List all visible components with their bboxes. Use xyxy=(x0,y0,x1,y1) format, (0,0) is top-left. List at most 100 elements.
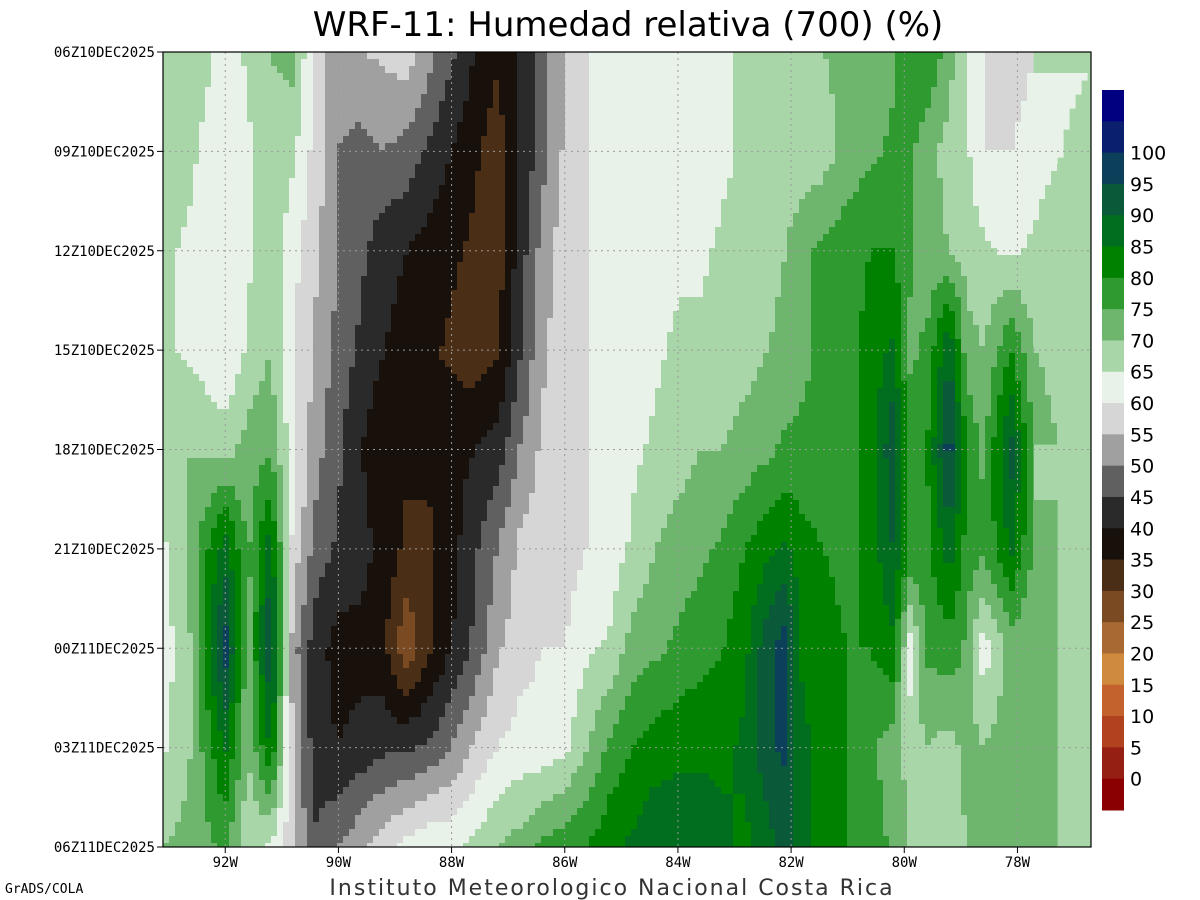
field-cell xyxy=(967,486,992,494)
field-cell xyxy=(319,276,338,284)
field-cell xyxy=(793,654,800,662)
field-cell xyxy=(385,143,428,151)
field-cell xyxy=(301,696,308,704)
field-cell xyxy=(991,472,1004,480)
field-cell xyxy=(547,87,566,95)
field-cell xyxy=(511,829,554,837)
field-cell xyxy=(589,129,734,137)
field-cell xyxy=(895,444,902,452)
field-cell xyxy=(793,794,812,802)
field-cell xyxy=(385,66,410,74)
field-cell xyxy=(529,682,584,690)
field-cell xyxy=(535,325,548,333)
field-cell xyxy=(901,605,908,613)
field-cell xyxy=(289,661,302,669)
field-cell xyxy=(175,647,194,655)
field-cell xyxy=(643,591,692,599)
field-cell xyxy=(1033,430,1058,438)
field-cell xyxy=(325,395,350,403)
field-cell xyxy=(625,633,674,641)
field-cell xyxy=(181,241,254,249)
field-cell xyxy=(169,836,212,844)
field-cell xyxy=(907,409,932,417)
field-cell xyxy=(475,444,506,452)
field-cell xyxy=(187,472,260,480)
field-cell xyxy=(475,570,494,578)
field-cell xyxy=(391,654,404,662)
field-cell xyxy=(607,808,644,816)
field-cell xyxy=(799,647,848,655)
field-cell xyxy=(337,304,362,312)
field-cell xyxy=(271,556,278,564)
field-cell xyxy=(625,836,734,844)
field-cell xyxy=(613,675,638,683)
field-cell xyxy=(163,325,176,333)
field-cell xyxy=(445,668,464,676)
field-cell xyxy=(943,381,956,389)
field-cell xyxy=(361,591,392,599)
field-cell xyxy=(745,794,764,802)
field-cell xyxy=(247,80,290,88)
field-cell xyxy=(283,738,290,746)
field-cell xyxy=(877,549,902,557)
field-cell xyxy=(553,759,584,767)
field-cell xyxy=(913,206,944,214)
field-cell xyxy=(493,675,536,683)
field-cell xyxy=(295,388,314,396)
field-cell xyxy=(211,584,224,592)
field-cell xyxy=(289,584,296,592)
field-cell xyxy=(307,451,326,459)
field-cell xyxy=(211,675,218,683)
field-cell xyxy=(535,52,548,60)
field-cell xyxy=(313,766,368,774)
field-cell xyxy=(553,794,590,802)
field-cell xyxy=(457,129,488,137)
field-cell xyxy=(265,591,278,599)
field-cell xyxy=(985,339,1004,347)
field-cell xyxy=(307,556,332,564)
field-cell xyxy=(229,535,236,543)
field-cell xyxy=(235,724,242,732)
field-cell xyxy=(283,73,296,81)
field-cell xyxy=(289,682,302,690)
field-cell xyxy=(529,388,542,396)
field-cell xyxy=(469,647,488,655)
field-cell xyxy=(205,87,248,95)
field-cell xyxy=(505,521,524,529)
field-cell xyxy=(481,535,500,543)
field-cell xyxy=(913,241,950,249)
field-cell xyxy=(811,738,848,746)
field-cell xyxy=(1021,486,1028,494)
field-cell xyxy=(787,626,794,634)
field-cell xyxy=(967,829,1058,837)
field-cell xyxy=(433,549,458,557)
legend-label: 10 xyxy=(1130,706,1154,728)
field-cell xyxy=(217,619,230,627)
field-cell xyxy=(313,528,338,536)
field-cell xyxy=(391,577,434,585)
field-cell xyxy=(619,563,650,571)
field-cell xyxy=(763,563,794,571)
field-cell xyxy=(217,724,230,732)
field-cell xyxy=(517,129,536,137)
field-cell xyxy=(205,668,212,676)
field-cell xyxy=(1027,458,1034,466)
field-cell xyxy=(469,213,506,221)
field-cell xyxy=(937,143,968,151)
field-cell xyxy=(193,710,200,718)
field-cell xyxy=(787,661,794,669)
field-cell xyxy=(547,318,590,326)
field-cell xyxy=(277,661,284,669)
field-cell xyxy=(463,241,506,249)
field-cell xyxy=(967,423,980,431)
field-cell xyxy=(487,122,506,130)
field-cell xyxy=(751,388,806,396)
field-cell xyxy=(337,297,362,305)
field-cell xyxy=(835,129,890,137)
field-cell xyxy=(301,269,320,277)
field-cell xyxy=(901,675,908,683)
field-cell xyxy=(223,703,230,711)
field-cell xyxy=(847,682,896,690)
field-cell xyxy=(937,423,944,431)
field-cell xyxy=(997,248,1022,256)
